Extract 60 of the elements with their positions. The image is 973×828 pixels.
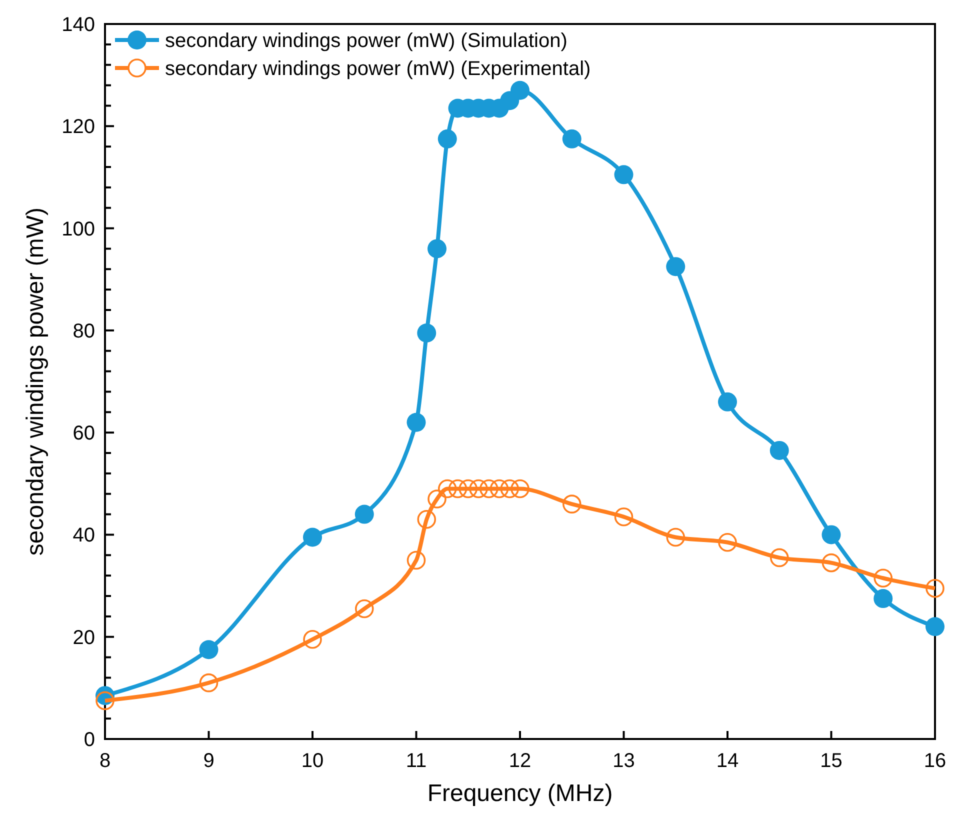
point (417, 323, 436, 342)
point (354, 599, 374, 618)
x-tick-label: 9 (203, 750, 214, 772)
point (718, 392, 737, 412)
legend-label: secondary windings power (mW) (Experimental) (165, 58, 591, 80)
point (718, 532, 737, 552)
point (479, 479, 498, 498)
y-tick-label: 60 (72, 422, 95, 445)
y-tick-label: 20 (72, 626, 95, 649)
point (770, 548, 789, 568)
point (926, 617, 944, 636)
point (562, 129, 582, 148)
point (822, 553, 841, 572)
point (469, 479, 488, 498)
point (874, 589, 893, 608)
point (354, 504, 374, 524)
point (614, 165, 634, 184)
point (874, 568, 893, 588)
x-tick-label: 12 (508, 750, 532, 772)
y-tick-label: 40 (72, 524, 95, 547)
point (458, 479, 478, 498)
x-tick-label: 11 (406, 750, 427, 772)
point (303, 528, 322, 547)
x-tick-label: 14 (716, 750, 739, 772)
point (428, 239, 446, 258)
point (614, 507, 634, 526)
legend-label: secondary windings power (mW) (Simulation) (165, 30, 568, 52)
point (822, 525, 841, 544)
x-tick-label: 8 (99, 750, 111, 772)
point (406, 550, 426, 570)
point (428, 490, 446, 508)
point (199, 640, 218, 660)
x-tick-label: 16 (924, 750, 946, 772)
point (666, 528, 686, 547)
x-tick-label: 10 (301, 750, 324, 772)
point (406, 412, 426, 432)
y-tick-label: 100 (62, 218, 95, 240)
y-tick-label: 80 (72, 320, 95, 342)
y-axis-title: secondary windings power (mW) (22, 207, 49, 556)
point (926, 578, 944, 598)
point (510, 479, 530, 498)
point (500, 479, 520, 498)
x-tick-label: 15 (820, 750, 842, 772)
point (417, 510, 436, 529)
y-tick-label: 140 (62, 14, 95, 36)
y-tick-label: 0 (84, 729, 95, 751)
x-tick-label: 13 (612, 750, 635, 772)
point (96, 691, 114, 710)
point (666, 257, 686, 276)
point (490, 479, 509, 498)
point (770, 440, 789, 460)
point (438, 479, 457, 498)
point (199, 673, 218, 692)
y-tick-label: 120 (62, 116, 95, 138)
point (562, 494, 582, 514)
point (510, 80, 530, 100)
point (303, 630, 322, 649)
x-axis-title: Frequency (MHz) (427, 780, 613, 807)
point (438, 129, 457, 148)
point (448, 479, 468, 498)
